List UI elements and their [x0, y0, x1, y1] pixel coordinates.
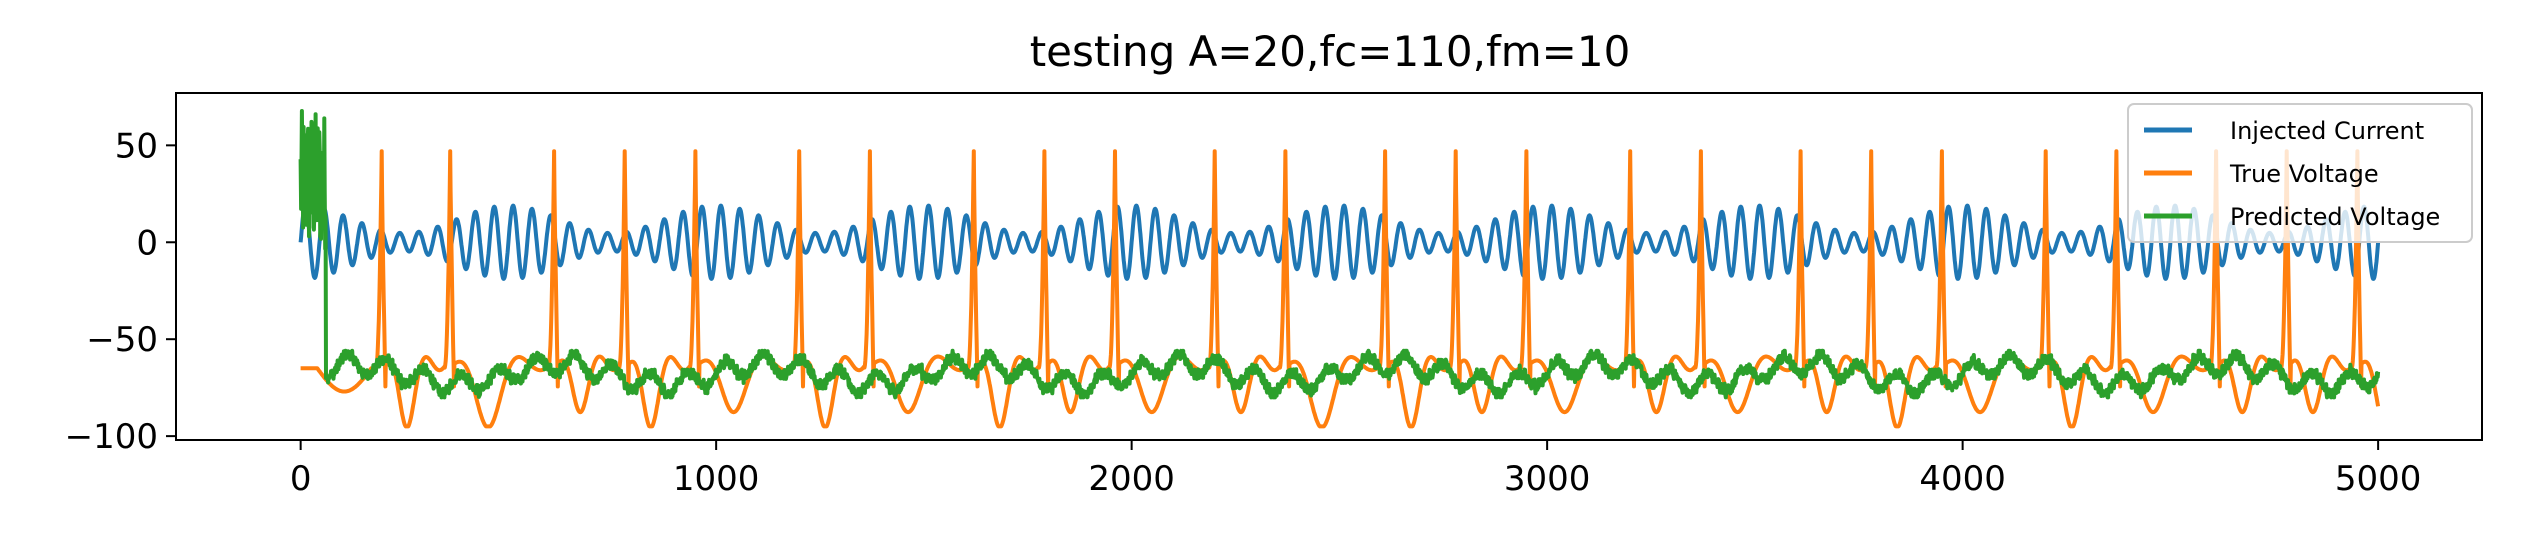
x-tick-label: 0: [290, 459, 312, 499]
plot-area-frame: [175, 92, 2483, 441]
legend-label-injected-current: Injected Current: [2230, 117, 2424, 145]
y-tick-label: 50: [115, 126, 158, 166]
x-tick-label: 3000: [1504, 459, 1591, 499]
legend-frame: [2127, 103, 2473, 243]
chart-title: testing A=20,fc=110,fm=10: [1030, 27, 1631, 76]
x-axis: 0 1000 2000 3000 4000 5000: [290, 440, 2422, 499]
legend: Injected Current True Voltage Predicted …: [2127, 103, 2473, 243]
legend-label-predicted-voltage: Predicted Voltage: [2230, 203, 2440, 231]
x-tick-label: 4000: [1919, 459, 2006, 499]
y-tick-label: 0: [136, 223, 158, 263]
series-line-injected-current: [298, 203, 2381, 281]
series-layer: [298, 109, 2381, 429]
x-tick-label: 2000: [1088, 459, 1175, 499]
x-tick-label: 5000: [2335, 459, 2422, 499]
series-line-predicted-voltage: [298, 109, 2381, 400]
y-tick-label: −50: [86, 320, 158, 360]
y-tick-label: −100: [65, 417, 158, 457]
y-axis: −100 −50 0 50: [65, 126, 176, 457]
legend-label-true-voltage: True Voltage: [2229, 160, 2379, 188]
x-tick-label: 1000: [673, 459, 760, 499]
